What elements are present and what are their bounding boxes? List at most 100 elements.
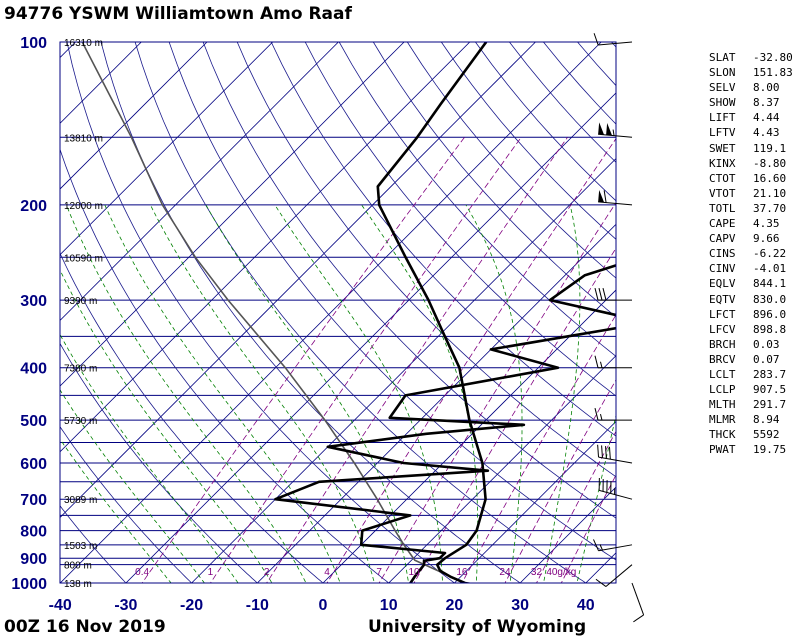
dry-adiabat-line: [338, 42, 616, 357]
wind-barb-staff: [599, 489, 633, 500]
temperature-tick-label: 20: [446, 597, 464, 614]
mixing-ratio-label: 32: [531, 567, 543, 578]
wind-barb-feather: [595, 578, 607, 587]
height-tick-label: 1503 m: [64, 541, 97, 552]
index-name: CTOT: [709, 171, 736, 185]
data-source: University of Wyoming: [368, 617, 587, 637]
wind-barb-half-feather: [600, 414, 603, 421]
index-value: 19.75: [753, 443, 787, 457]
index-value: 151.83: [753, 66, 793, 80]
wind-barb-half-feather: [612, 129, 615, 136]
index-value: -8.80: [753, 156, 787, 170]
index-name: CAPV: [709, 232, 736, 246]
temperature-tick-label: 30: [511, 597, 529, 614]
moist-adiabat-line: [60, 438, 172, 583]
index-row: CTOT 16.60: [709, 171, 799, 186]
wind-barb-feather: [594, 288, 599, 301]
mixing-ratio-line: [536, 430, 616, 583]
wind-barb-feather: [605, 446, 607, 459]
wind-barb-staff: [631, 582, 645, 616]
temperature-tick-label: -20: [180, 597, 203, 614]
dry-adiabat-line: [134, 42, 587, 583]
moist-adiabat-line: [361, 204, 479, 583]
temperature-tick-label: -10: [246, 597, 269, 614]
dry-adiabat-line: [236, 42, 616, 478]
height-tick-label: 800 m: [64, 561, 92, 572]
mixing-ratio-label: 1: [208, 567, 214, 578]
index-row: BRCH 0.03: [709, 337, 799, 352]
height-tick-label: 12000 m: [64, 201, 103, 212]
index-name: KINX: [709, 156, 736, 170]
moist-adiabat-line: [274, 204, 443, 583]
wind-barb: [593, 33, 633, 46]
index-name: EQTV: [709, 292, 736, 306]
index-row: THCK 5592: [709, 427, 799, 442]
wind-barb-half-feather: [599, 544, 603, 551]
index-name: LFCT: [709, 307, 736, 321]
index-name: BRCH: [709, 337, 736, 351]
height-tick-label: 138 m: [64, 579, 92, 590]
index-row: KINX -8.80: [709, 156, 799, 171]
index-value: 16.60: [753, 171, 787, 185]
wind-barb-staff: [598, 544, 633, 552]
index-name: SLON: [709, 66, 736, 80]
index-value: 830.0: [753, 292, 787, 306]
observation-time: 00Z 16 Nov 2019: [4, 617, 166, 637]
mixing-ratio-line: [210, 137, 522, 583]
index-row: SELV 8.00: [709, 80, 799, 95]
isotherm-line: [454, 420, 616, 583]
index-row: CINV -4.01: [709, 261, 799, 276]
index-name: EQLV: [709, 277, 736, 291]
height-tick-label: 13810 m: [64, 133, 103, 144]
mixing-ratio-label: 7: [376, 567, 382, 578]
isotherm-line: [60, 42, 602, 583]
mixing-ratio-label: 40g/kg: [546, 567, 576, 578]
pressure-tick-label: 400: [20, 361, 47, 378]
index-value: 291.7: [753, 398, 787, 412]
moist-adiabat-line: [543, 204, 581, 583]
moist-adiabat-line: [60, 268, 273, 583]
pressure-tick-label: 600: [20, 456, 47, 473]
index-row: LFCV 898.8: [709, 322, 799, 337]
dry-adiabat-line: [60, 505, 127, 583]
height-tick-label: 16310 m: [64, 38, 103, 49]
height-tick-label: 9390 m: [64, 296, 97, 307]
index-value: 0.07: [753, 352, 780, 366]
index-value: 119.1: [753, 141, 787, 155]
index-row: VTOT 21.10: [709, 186, 799, 201]
index-row: LFTV 4.43: [709, 125, 799, 140]
index-row: LCLP 907.5: [709, 382, 799, 397]
wind-barb: [595, 564, 633, 587]
index-name: LCLT: [709, 367, 736, 381]
dry-adiabat-line: [270, 42, 616, 437]
mixing-ratio-label: 4: [324, 567, 330, 578]
isotherm-line: [0, 42, 10, 583]
index-value: -4.01: [753, 262, 787, 276]
index-row: CAPV 9.66: [709, 231, 799, 246]
moist-adiabat-line: [576, 413, 616, 583]
wind-barb-pennant: [598, 122, 605, 135]
moist-adiabat-line: [104, 204, 341, 583]
index-name: VTOT: [709, 186, 736, 200]
wind-barb-half-feather: [600, 361, 603, 368]
wind-barb: [593, 539, 633, 552]
mixing-ratio-line: [560, 474, 616, 583]
mixing-ratio-line: [266, 137, 568, 583]
chart-title: 94776 YSWM Williamtown Amo Raaf: [4, 4, 352, 24]
pressure-tick-label: 500: [20, 413, 47, 430]
index-row: BRCV 0.07: [709, 352, 799, 367]
index-name: MLTH: [709, 398, 736, 412]
index-value: 4.43: [753, 126, 780, 140]
wind-barb: [598, 478, 633, 500]
plot-frame: [59, 41, 617, 584]
wind-barb-feather: [601, 445, 603, 458]
index-row: SWET 119.1: [709, 141, 799, 156]
mixing-ratio-label: 16: [456, 567, 468, 578]
wind-barb: [598, 189, 633, 206]
moist-adiabat-line: [60, 389, 205, 583]
dry-adiabat-line: [60, 148, 390, 583]
temperature-tick-label: -40: [49, 597, 72, 614]
mixing-ratio-label: 0.4: [135, 567, 149, 578]
wind-barb-staff: [605, 564, 633, 587]
